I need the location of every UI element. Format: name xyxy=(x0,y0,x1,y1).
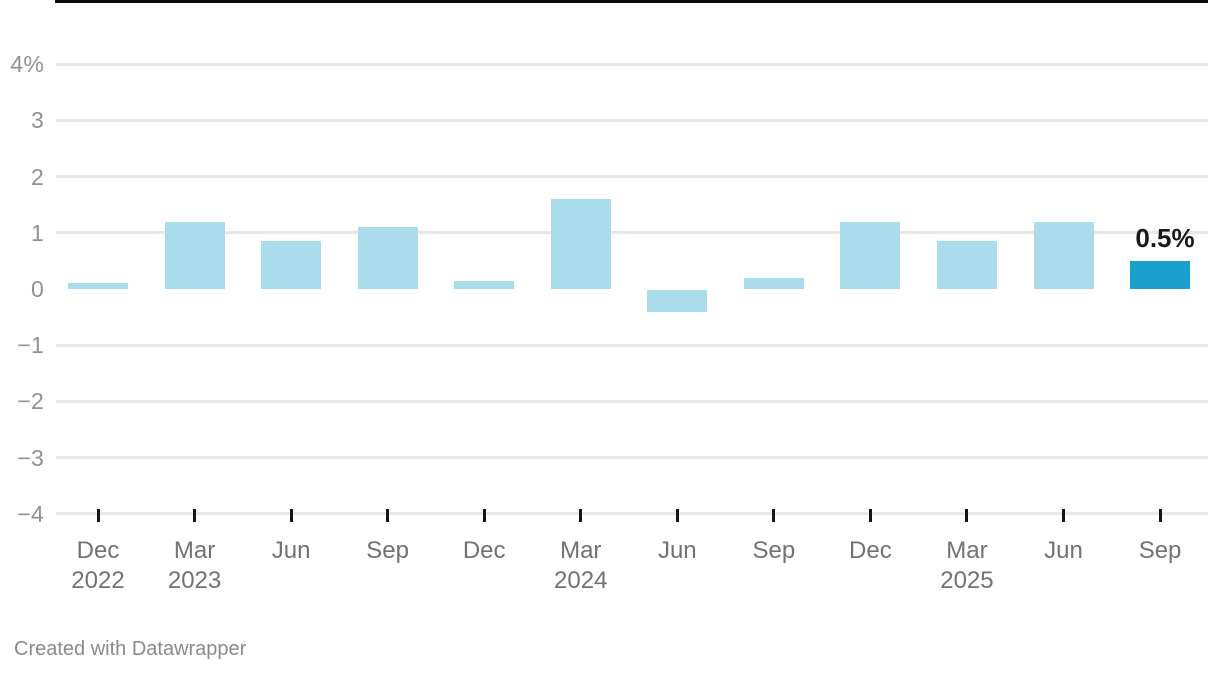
bar[interactable] xyxy=(1033,221,1094,289)
x-axis-tick xyxy=(1158,509,1162,522)
bar[interactable] xyxy=(840,221,901,289)
x-axis-tick xyxy=(386,509,390,522)
bar[interactable] xyxy=(454,280,515,289)
gridline xyxy=(56,62,1208,66)
y-axis-tick-label: 4% xyxy=(10,51,44,78)
gridline xyxy=(56,175,1208,179)
datawrapper-credit[interactable]: Created with Datawrapper xyxy=(14,638,247,660)
y-axis-tick-label: 1 xyxy=(31,219,44,246)
gridline xyxy=(56,231,1208,235)
x-axis-tick-label-month: Dec xyxy=(849,537,892,564)
x-axis-tick-label-month: Mar xyxy=(560,537,602,564)
x-axis-tick-label-month: Sep xyxy=(366,537,409,564)
gridline xyxy=(56,456,1208,460)
x-axis-tick-label-month: Jun xyxy=(1044,537,1083,564)
gridline xyxy=(56,118,1208,122)
y-axis-tick-label: −4 xyxy=(17,500,44,527)
x-axis-tick-label-month: Sep xyxy=(1138,537,1182,564)
x-axis-tick-label-month: Sep xyxy=(752,537,796,564)
x-axis-tick xyxy=(1062,509,1065,522)
gridline xyxy=(56,399,1208,403)
x-axis-tick xyxy=(675,509,679,522)
bar[interactable] xyxy=(743,277,804,289)
y-axis-tick-label: −2 xyxy=(17,388,44,415)
y-axis-tick-label: −1 xyxy=(17,332,44,359)
bar-highlighted[interactable] xyxy=(1130,260,1191,289)
bar[interactable] xyxy=(357,227,418,289)
bar[interactable] xyxy=(550,199,611,289)
x-axis-tick xyxy=(579,509,583,522)
x-axis-tick-label-month: Dec xyxy=(462,537,506,564)
bar[interactable] xyxy=(68,283,128,289)
x-axis-tick-label-month: Dec xyxy=(76,537,120,564)
x-axis-tick-label-month: Mar xyxy=(946,537,988,564)
bar[interactable] xyxy=(647,290,708,313)
x-axis-tick xyxy=(482,509,486,522)
x-axis-tick xyxy=(193,509,197,522)
x-axis-tick-label-year: 2023 xyxy=(167,567,222,594)
x-axis-tick-label-year: 2025 xyxy=(940,567,994,594)
x-axis-tick xyxy=(96,509,100,522)
x-axis-tick xyxy=(868,509,872,522)
gridline xyxy=(56,343,1208,347)
x-axis-tick-label-year: 2024 xyxy=(554,567,608,594)
y-axis-tick-label: −3 xyxy=(17,444,44,471)
gridline xyxy=(56,512,1208,516)
x-axis-tick-label-month: Jun xyxy=(657,537,697,564)
x-axis-tick-label-month: Mar xyxy=(173,537,216,564)
y-axis-tick-label: 0 xyxy=(31,276,44,302)
zero-baseline xyxy=(55,0,1208,3)
bar[interactable] xyxy=(164,221,225,289)
x-axis-tick xyxy=(289,509,293,522)
x-axis-tick xyxy=(772,509,776,522)
value-label-highlight: 0.5% xyxy=(1135,223,1195,253)
y-axis-tick-label: 3 xyxy=(31,107,44,134)
bar[interactable] xyxy=(936,241,997,289)
bar[interactable] xyxy=(261,241,322,289)
x-axis-tick-label-month: Jun xyxy=(271,537,311,564)
x-axis-tick xyxy=(965,509,969,522)
x-axis-tick-label-year: 2022 xyxy=(71,567,125,594)
y-axis-tick-label: 2 xyxy=(31,163,44,190)
